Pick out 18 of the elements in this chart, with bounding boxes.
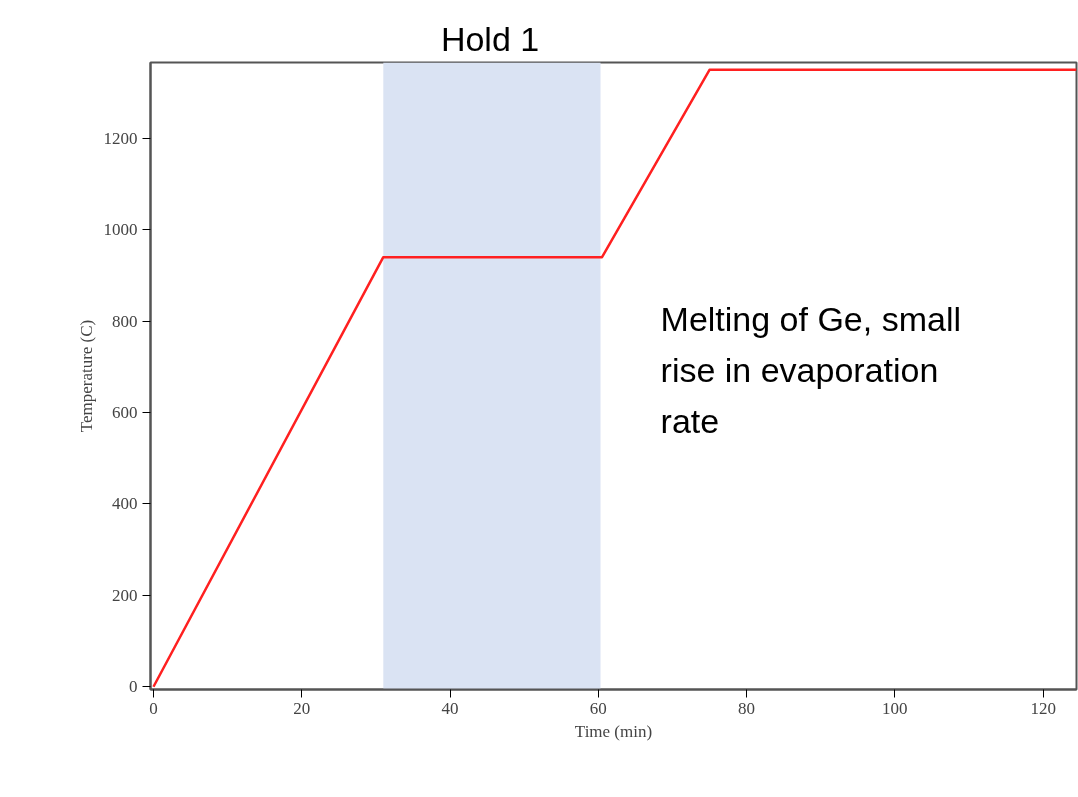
y-tick-label: 1000 [103, 220, 138, 240]
y-tick-label: 1200 [103, 128, 138, 148]
x-tick-label: 120 [1030, 698, 1056, 718]
y-tick-label: 0 [129, 677, 138, 697]
x-tick-label: 20 [293, 698, 311, 718]
x-tick-label: 100 [882, 698, 908, 718]
y-axis-title: Temperature (C) [76, 319, 96, 433]
y-tick-label: 200 [112, 585, 138, 605]
band-label: Hold 1 [440, 19, 540, 58]
x-axis-title: Time (min) [574, 721, 653, 741]
x-tick-label: 60 [589, 698, 607, 718]
y-tick-label: 600 [112, 403, 138, 423]
x-tick-label: 80 [738, 698, 756, 718]
x-tick-label: 0 [149, 698, 158, 718]
x-tick-label: 40 [441, 698, 459, 718]
y-tick-label: 800 [112, 311, 138, 331]
y-tick-label: 400 [112, 494, 138, 514]
annotation: Melting of Ge, small rise in evaporation rate [660, 299, 962, 441]
